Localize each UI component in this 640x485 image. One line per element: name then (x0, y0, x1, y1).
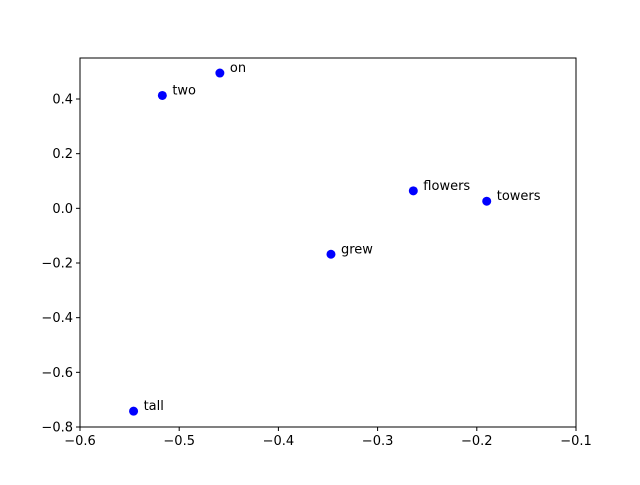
y-tick-label: −0.6 (41, 366, 73, 381)
data-point (157, 90, 167, 100)
y-tick-label: −0.8 (41, 421, 73, 436)
point-label: tall (144, 399, 164, 414)
y-tick-label: −0.2 (41, 257, 73, 272)
point-label: flowers (423, 179, 470, 194)
y-tick-label: −0.4 (41, 311, 73, 326)
axis-ticks: −0.6 −0.5 −0.4 −0.3 −0.2 −0.1−0.8−0.6−0.4−0.2… (41, 93, 591, 450)
y-tick-label: 0.2 (52, 147, 73, 162)
point-label: on (230, 61, 246, 76)
data-points: on two flowers towers grew tall (129, 61, 541, 416)
x-tick-label: −0.5 (163, 434, 195, 449)
data-point (129, 406, 139, 416)
data-point (482, 196, 492, 206)
point-label: grew (341, 242, 373, 257)
y-tick-label: 0.4 (52, 93, 73, 108)
point-label: towers (497, 189, 541, 204)
data-point (215, 68, 225, 78)
data-point (408, 186, 418, 196)
data-point (326, 249, 336, 259)
x-tick-label: −0.4 (263, 434, 295, 449)
axes-frame (79, 57, 577, 428)
x-tick-label: −0.1 (560, 434, 592, 449)
x-tick-label: −0.3 (362, 434, 394, 449)
x-tick-label: −0.6 (64, 434, 96, 449)
x-tick-label: −0.2 (461, 434, 493, 449)
y-tick-label: 0.0 (52, 202, 73, 217)
point-label: two (172, 83, 196, 98)
